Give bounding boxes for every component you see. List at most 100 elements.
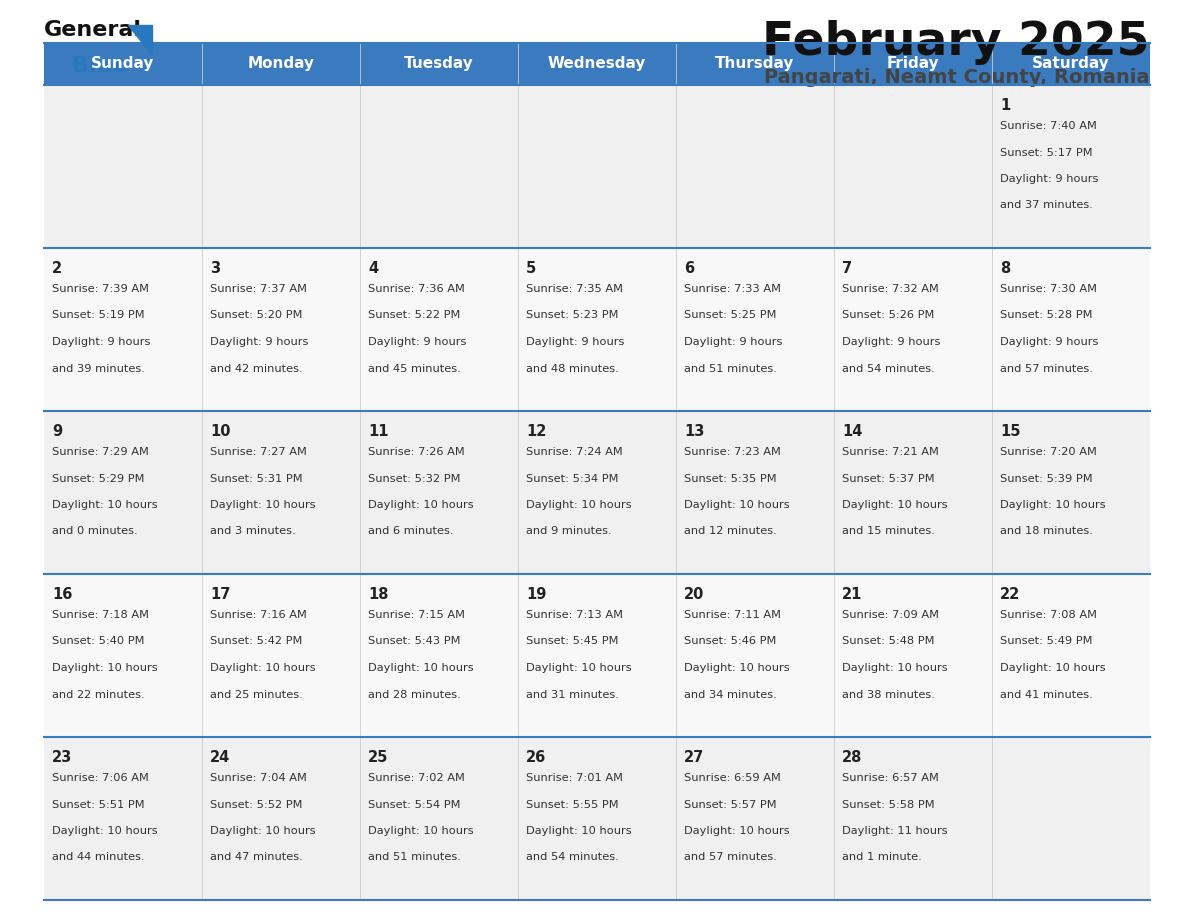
Text: and 42 minutes.: and 42 minutes. xyxy=(210,364,303,374)
Text: and 54 minutes.: and 54 minutes. xyxy=(526,853,619,863)
Text: and 34 minutes.: and 34 minutes. xyxy=(684,689,777,700)
Text: Daylight: 10 hours: Daylight: 10 hours xyxy=(52,826,158,836)
Text: Sunset: 5:35 PM: Sunset: 5:35 PM xyxy=(684,474,777,484)
Text: and 22 minutes.: and 22 minutes. xyxy=(52,689,145,700)
Text: Sunset: 5:31 PM: Sunset: 5:31 PM xyxy=(210,474,303,484)
Text: Wednesday: Wednesday xyxy=(548,57,646,72)
Text: Sunset: 5:57 PM: Sunset: 5:57 PM xyxy=(684,800,777,810)
Text: Daylight: 10 hours: Daylight: 10 hours xyxy=(684,826,790,836)
Text: and 54 minutes.: and 54 minutes. xyxy=(842,364,935,374)
Text: 25: 25 xyxy=(368,750,388,765)
Text: Daylight: 9 hours: Daylight: 9 hours xyxy=(1000,337,1099,347)
Text: 27: 27 xyxy=(684,750,704,765)
Text: Sunset: 5:54 PM: Sunset: 5:54 PM xyxy=(368,800,461,810)
Text: 17: 17 xyxy=(210,587,230,602)
Text: and 39 minutes.: and 39 minutes. xyxy=(52,364,145,374)
Text: 2: 2 xyxy=(52,261,62,276)
Text: Sunset: 5:45 PM: Sunset: 5:45 PM xyxy=(526,636,619,646)
Text: Daylight: 10 hours: Daylight: 10 hours xyxy=(1000,500,1106,510)
Text: Sunset: 5:40 PM: Sunset: 5:40 PM xyxy=(52,636,145,646)
Text: Daylight: 9 hours: Daylight: 9 hours xyxy=(1000,174,1099,184)
Text: February 2025: February 2025 xyxy=(763,20,1150,65)
Text: Sunset: 5:39 PM: Sunset: 5:39 PM xyxy=(1000,474,1093,484)
Text: Sunrise: 7:13 AM: Sunrise: 7:13 AM xyxy=(526,610,623,620)
Text: Pangarati, Neamt County, Romania: Pangarati, Neamt County, Romania xyxy=(765,68,1150,87)
Text: Daylight: 9 hours: Daylight: 9 hours xyxy=(368,337,467,347)
Text: Sunrise: 7:39 AM: Sunrise: 7:39 AM xyxy=(52,284,148,294)
Text: 8: 8 xyxy=(1000,261,1010,276)
Text: 5: 5 xyxy=(526,261,536,276)
Text: Sunrise: 6:59 AM: Sunrise: 6:59 AM xyxy=(684,773,781,783)
Text: Sunset: 5:58 PM: Sunset: 5:58 PM xyxy=(842,800,935,810)
Text: Daylight: 10 hours: Daylight: 10 hours xyxy=(526,500,632,510)
Text: and 57 minutes.: and 57 minutes. xyxy=(1000,364,1093,374)
Text: and 25 minutes.: and 25 minutes. xyxy=(210,689,303,700)
Text: Sunset: 5:23 PM: Sunset: 5:23 PM xyxy=(526,310,619,320)
Text: Sunrise: 7:27 AM: Sunrise: 7:27 AM xyxy=(210,447,307,457)
Text: Daylight: 9 hours: Daylight: 9 hours xyxy=(526,337,625,347)
Text: Sunrise: 7:33 AM: Sunrise: 7:33 AM xyxy=(684,284,781,294)
Text: Sunrise: 7:02 AM: Sunrise: 7:02 AM xyxy=(368,773,465,783)
Text: and 1 minute.: and 1 minute. xyxy=(842,853,922,863)
Text: Sunset: 5:17 PM: Sunset: 5:17 PM xyxy=(1000,148,1093,158)
Text: Daylight: 10 hours: Daylight: 10 hours xyxy=(684,500,790,510)
Text: 16: 16 xyxy=(52,587,72,602)
Text: Sunrise: 7:04 AM: Sunrise: 7:04 AM xyxy=(210,773,307,783)
Text: Sunset: 5:42 PM: Sunset: 5:42 PM xyxy=(210,636,303,646)
Text: Sunset: 5:28 PM: Sunset: 5:28 PM xyxy=(1000,310,1093,320)
Text: 24: 24 xyxy=(210,750,230,765)
Text: 26: 26 xyxy=(526,750,546,765)
Text: Sunrise: 7:15 AM: Sunrise: 7:15 AM xyxy=(368,610,465,620)
Text: Sunrise: 7:06 AM: Sunrise: 7:06 AM xyxy=(52,773,148,783)
Text: 21: 21 xyxy=(842,587,862,602)
Text: and 48 minutes.: and 48 minutes. xyxy=(526,364,619,374)
Text: and 18 minutes.: and 18 minutes. xyxy=(1000,527,1093,536)
Text: and 41 minutes.: and 41 minutes. xyxy=(1000,689,1093,700)
Text: 19: 19 xyxy=(526,587,546,602)
Text: Monday: Monday xyxy=(247,57,315,72)
Bar xyxy=(44,43,1150,85)
Text: Daylight: 10 hours: Daylight: 10 hours xyxy=(52,663,158,673)
Text: and 51 minutes.: and 51 minutes. xyxy=(368,853,461,863)
Text: Sunrise: 7:32 AM: Sunrise: 7:32 AM xyxy=(842,284,939,294)
Text: 6: 6 xyxy=(684,261,694,276)
Text: Sunset: 5:43 PM: Sunset: 5:43 PM xyxy=(368,636,461,646)
Text: 4: 4 xyxy=(368,261,378,276)
Text: 18: 18 xyxy=(368,587,388,602)
Text: and 6 minutes.: and 6 minutes. xyxy=(368,527,454,536)
Text: 9: 9 xyxy=(52,424,62,439)
Bar xyxy=(44,248,1150,411)
Text: Daylight: 10 hours: Daylight: 10 hours xyxy=(368,500,474,510)
Text: Sunrise: 7:09 AM: Sunrise: 7:09 AM xyxy=(842,610,939,620)
Text: Saturday: Saturday xyxy=(1032,57,1110,72)
Text: Daylight: 10 hours: Daylight: 10 hours xyxy=(1000,663,1106,673)
Text: Sunset: 5:34 PM: Sunset: 5:34 PM xyxy=(526,474,619,484)
Text: Sunrise: 7:23 AM: Sunrise: 7:23 AM xyxy=(684,447,781,457)
Text: Sunrise: 7:26 AM: Sunrise: 7:26 AM xyxy=(368,447,465,457)
Text: Daylight: 10 hours: Daylight: 10 hours xyxy=(526,663,632,673)
Text: and 47 minutes.: and 47 minutes. xyxy=(210,853,303,863)
Text: General: General xyxy=(44,20,143,40)
Text: Daylight: 10 hours: Daylight: 10 hours xyxy=(684,663,790,673)
Text: Sunrise: 7:16 AM: Sunrise: 7:16 AM xyxy=(210,610,307,620)
Text: Blue: Blue xyxy=(72,56,127,76)
Text: and 57 minutes.: and 57 minutes. xyxy=(684,853,777,863)
Text: Daylight: 9 hours: Daylight: 9 hours xyxy=(52,337,151,347)
Text: Daylight: 10 hours: Daylight: 10 hours xyxy=(368,826,474,836)
Text: Sunrise: 7:18 AM: Sunrise: 7:18 AM xyxy=(52,610,148,620)
Text: Sunset: 5:20 PM: Sunset: 5:20 PM xyxy=(210,310,303,320)
Text: and 44 minutes.: and 44 minutes. xyxy=(52,853,145,863)
Text: Sunrise: 7:36 AM: Sunrise: 7:36 AM xyxy=(368,284,465,294)
Text: Daylight: 10 hours: Daylight: 10 hours xyxy=(210,826,316,836)
Text: 1: 1 xyxy=(1000,98,1010,113)
Text: Sunset: 5:32 PM: Sunset: 5:32 PM xyxy=(368,474,461,484)
Text: Daylight: 9 hours: Daylight: 9 hours xyxy=(842,337,941,347)
Text: 23: 23 xyxy=(52,750,72,765)
Bar xyxy=(44,737,1150,900)
Text: and 31 minutes.: and 31 minutes. xyxy=(526,689,619,700)
Text: Sunset: 5:37 PM: Sunset: 5:37 PM xyxy=(842,474,935,484)
Text: Sunrise: 7:11 AM: Sunrise: 7:11 AM xyxy=(684,610,781,620)
Text: Sunrise: 7:24 AM: Sunrise: 7:24 AM xyxy=(526,447,623,457)
Text: 15: 15 xyxy=(1000,424,1020,439)
Text: Sunrise: 7:21 AM: Sunrise: 7:21 AM xyxy=(842,447,939,457)
